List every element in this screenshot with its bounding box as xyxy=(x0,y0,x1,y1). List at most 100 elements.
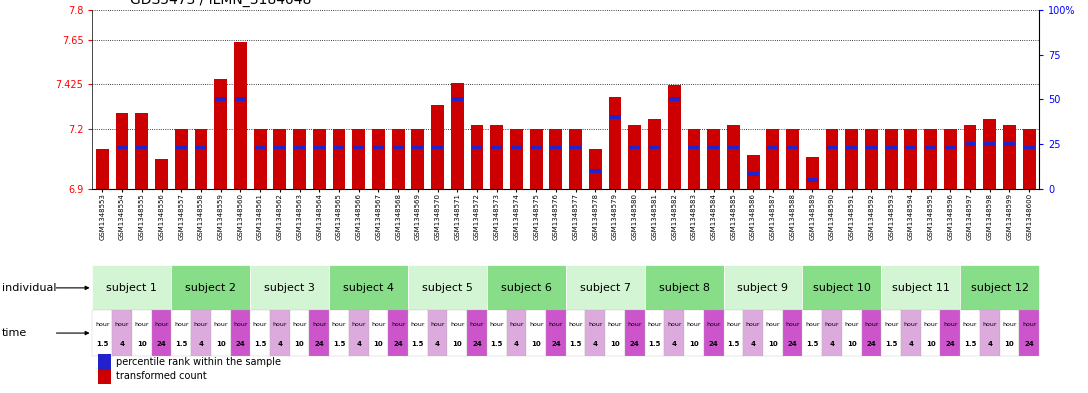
Bar xyxy=(274,145,285,149)
Text: subject 7: subject 7 xyxy=(580,283,631,293)
Text: hour: hour xyxy=(213,321,227,327)
Text: 10: 10 xyxy=(373,342,383,347)
Text: 1.5: 1.5 xyxy=(648,342,660,347)
Text: 10: 10 xyxy=(610,342,620,347)
Text: hour: hour xyxy=(548,321,564,327)
Text: hour: hour xyxy=(963,321,977,327)
Text: 1.5: 1.5 xyxy=(254,342,267,347)
Text: 1.5: 1.5 xyxy=(569,342,582,347)
Bar xyxy=(1003,125,1016,189)
Bar xyxy=(452,97,462,101)
Text: 1.5: 1.5 xyxy=(333,342,345,347)
Text: hour: hour xyxy=(174,321,188,327)
Bar xyxy=(511,145,522,149)
Bar xyxy=(1024,145,1035,149)
Bar xyxy=(196,145,207,149)
Bar xyxy=(707,129,720,189)
Text: 4: 4 xyxy=(356,342,361,347)
Text: hour: hour xyxy=(233,321,248,327)
Bar xyxy=(985,142,996,146)
Text: hour: hour xyxy=(805,321,819,327)
Bar xyxy=(176,145,187,149)
Bar xyxy=(136,145,147,149)
Text: hour: hour xyxy=(904,321,918,327)
Bar xyxy=(334,145,345,149)
Text: 1.5: 1.5 xyxy=(885,342,898,347)
Text: 10: 10 xyxy=(768,342,778,347)
Bar xyxy=(531,145,542,149)
Bar xyxy=(373,145,384,149)
Bar xyxy=(688,129,701,189)
Text: 24: 24 xyxy=(866,342,876,347)
Text: hour: hour xyxy=(982,321,997,327)
Text: 4: 4 xyxy=(120,342,124,347)
Text: hour: hour xyxy=(529,321,543,327)
Bar xyxy=(609,115,620,119)
Text: hour: hour xyxy=(786,321,800,327)
Bar xyxy=(944,145,955,149)
Bar xyxy=(471,145,482,149)
Bar xyxy=(767,145,778,149)
Text: 4: 4 xyxy=(277,342,282,347)
Text: 10: 10 xyxy=(137,342,147,347)
Text: hour: hour xyxy=(864,321,879,327)
Bar xyxy=(392,129,405,189)
Text: subject 8: subject 8 xyxy=(658,283,709,293)
Bar xyxy=(255,145,265,149)
Text: hour: hour xyxy=(154,321,169,327)
Text: 1.5: 1.5 xyxy=(964,342,976,347)
Text: subject 10: subject 10 xyxy=(813,283,870,293)
Bar xyxy=(886,145,897,149)
Text: hour: hour xyxy=(273,321,287,327)
Bar xyxy=(984,119,997,189)
Text: hour: hour xyxy=(1022,321,1037,327)
Text: subject 11: subject 11 xyxy=(892,283,950,293)
Text: hour: hour xyxy=(726,321,741,327)
Text: hour: hour xyxy=(391,321,406,327)
Bar xyxy=(570,145,581,149)
Text: 10: 10 xyxy=(926,342,936,347)
Bar xyxy=(845,129,858,189)
Bar xyxy=(135,113,148,189)
Text: 10: 10 xyxy=(531,342,541,347)
Text: hour: hour xyxy=(450,321,465,327)
Bar xyxy=(747,173,758,176)
Text: individual: individual xyxy=(2,283,57,293)
Text: 24: 24 xyxy=(945,342,955,347)
Text: 4: 4 xyxy=(751,342,755,347)
Bar xyxy=(156,159,168,189)
Text: 24: 24 xyxy=(551,342,560,347)
Bar xyxy=(650,145,660,149)
Bar xyxy=(195,129,208,189)
Bar xyxy=(924,129,937,189)
Text: 10: 10 xyxy=(846,342,856,347)
Bar xyxy=(629,145,640,149)
Bar xyxy=(510,129,523,189)
Text: 10: 10 xyxy=(215,342,225,347)
Text: hour: hour xyxy=(194,321,208,327)
Bar xyxy=(471,125,483,189)
Text: hour: hour xyxy=(647,321,662,327)
Bar xyxy=(551,145,561,149)
Text: 24: 24 xyxy=(630,342,640,347)
Bar xyxy=(885,129,898,189)
Text: 24: 24 xyxy=(235,342,245,347)
Text: hour: hour xyxy=(924,321,938,327)
Bar xyxy=(746,155,759,189)
Text: hour: hour xyxy=(883,321,899,327)
Text: 24: 24 xyxy=(314,342,324,347)
Bar xyxy=(787,145,798,149)
Bar xyxy=(708,145,719,149)
Text: 4: 4 xyxy=(514,342,519,347)
Bar xyxy=(273,129,286,189)
Bar xyxy=(648,119,660,189)
Bar xyxy=(431,105,444,189)
Text: hour: hour xyxy=(115,321,129,327)
Bar xyxy=(353,129,366,189)
Bar xyxy=(787,129,799,189)
Bar xyxy=(608,97,621,189)
Bar xyxy=(235,97,246,101)
Text: 4: 4 xyxy=(671,342,677,347)
Text: hour: hour xyxy=(706,321,721,327)
Text: 24: 24 xyxy=(788,342,798,347)
